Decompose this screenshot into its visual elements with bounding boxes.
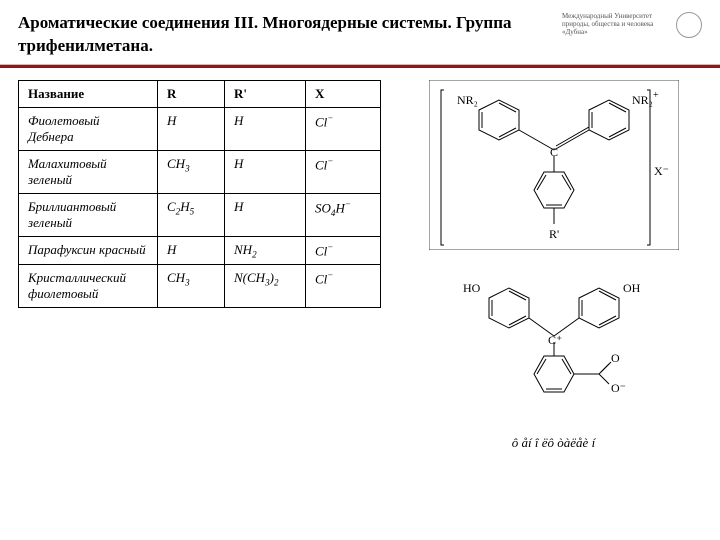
table-row: Кристаллический фиолетовыйCH3N(CH3)2Cl− bbox=[19, 265, 381, 308]
label-o-minus: O⁻ bbox=[611, 381, 626, 395]
label-c-plus: C⁺ bbox=[548, 333, 562, 347]
table-cell: Cl− bbox=[306, 107, 381, 150]
table-cell: Малахитовый зеленый bbox=[19, 150, 158, 193]
slide-header: Ароматические соединения III. Многоядерн… bbox=[0, 0, 720, 64]
label-rprime: R' bbox=[549, 227, 559, 241]
col-x: X bbox=[306, 80, 381, 107]
table-cell: Cl− bbox=[306, 265, 381, 308]
slide-title: Ароматические соединения III. Многоядерн… bbox=[18, 12, 538, 58]
table-cell: CH3 bbox=[158, 150, 225, 193]
structure-phenolphthalein: HO OH C⁺ O O⁻ bbox=[449, 268, 659, 428]
logo-emblem bbox=[676, 12, 702, 38]
logo-text: Международный Университет природы, общес… bbox=[562, 13, 672, 36]
figure2-caption: ô åí î ëô òàëåè í bbox=[449, 435, 659, 451]
table-row: Малахитовый зеленыйCH3HCl− bbox=[19, 150, 381, 193]
slide-content: Название R R' X Фиолетовый ДебнераHHCl−М… bbox=[0, 68, 720, 451]
table-cell: C2H5 bbox=[158, 193, 225, 236]
table-cell: CH3 bbox=[158, 265, 225, 308]
table-cell: H bbox=[225, 107, 306, 150]
col-name: Название bbox=[19, 80, 158, 107]
table-cell: H bbox=[225, 193, 306, 236]
institution-logo: Международный Университет природы, общес… bbox=[562, 12, 702, 38]
col-r: R bbox=[158, 80, 225, 107]
label-o-double: O bbox=[611, 351, 620, 365]
table-cell: N(CH3)2 bbox=[225, 265, 306, 308]
structure-generic-dye: NR₂ NR₂ + C X⁻ R' bbox=[429, 80, 679, 250]
col-rprime: R' bbox=[225, 80, 306, 107]
figures-column: NR₂ NR₂ + C X⁻ R' bbox=[405, 80, 702, 451]
table-cell: SO4H− bbox=[306, 193, 381, 236]
label-plus: + bbox=[653, 90, 659, 101]
table-header-row: Название R R' X bbox=[19, 80, 381, 107]
table-row: Парафуксин красныйHNH2Cl− bbox=[19, 236, 381, 265]
table-cell: Кристаллический фиолетовый bbox=[19, 265, 158, 308]
table-cell: NH2 bbox=[225, 236, 306, 265]
table-cell: Бриллиантовый зеленый bbox=[19, 193, 158, 236]
table-row: Фиолетовый ДебнераHHCl− bbox=[19, 107, 381, 150]
table-cell: H bbox=[158, 107, 225, 150]
label-central-c: C bbox=[550, 145, 558, 159]
table-cell: Фиолетовый Дебнера bbox=[19, 107, 158, 150]
table-row: Бриллиантовый зеленыйC2H5HSO4H− bbox=[19, 193, 381, 236]
compounds-table: Название R R' X Фиолетовый ДебнераHHCl−М… bbox=[18, 80, 381, 309]
table-cell: H bbox=[158, 236, 225, 265]
label-ho-left: HO bbox=[463, 281, 481, 295]
structure-phenolphthalein-wrap: HO OH C⁺ O O⁻ ô åí î ëô òàëåè í bbox=[449, 268, 659, 451]
table-cell: Парафуксин красный bbox=[19, 236, 158, 265]
table-cell: Cl− bbox=[306, 236, 381, 265]
label-x-anion: X⁻ bbox=[654, 164, 669, 178]
table-cell: H bbox=[225, 150, 306, 193]
label-nr2-left: NR₂ bbox=[457, 93, 478, 107]
table-cell: Cl− bbox=[306, 150, 381, 193]
label-oh-right: OH bbox=[623, 281, 641, 295]
